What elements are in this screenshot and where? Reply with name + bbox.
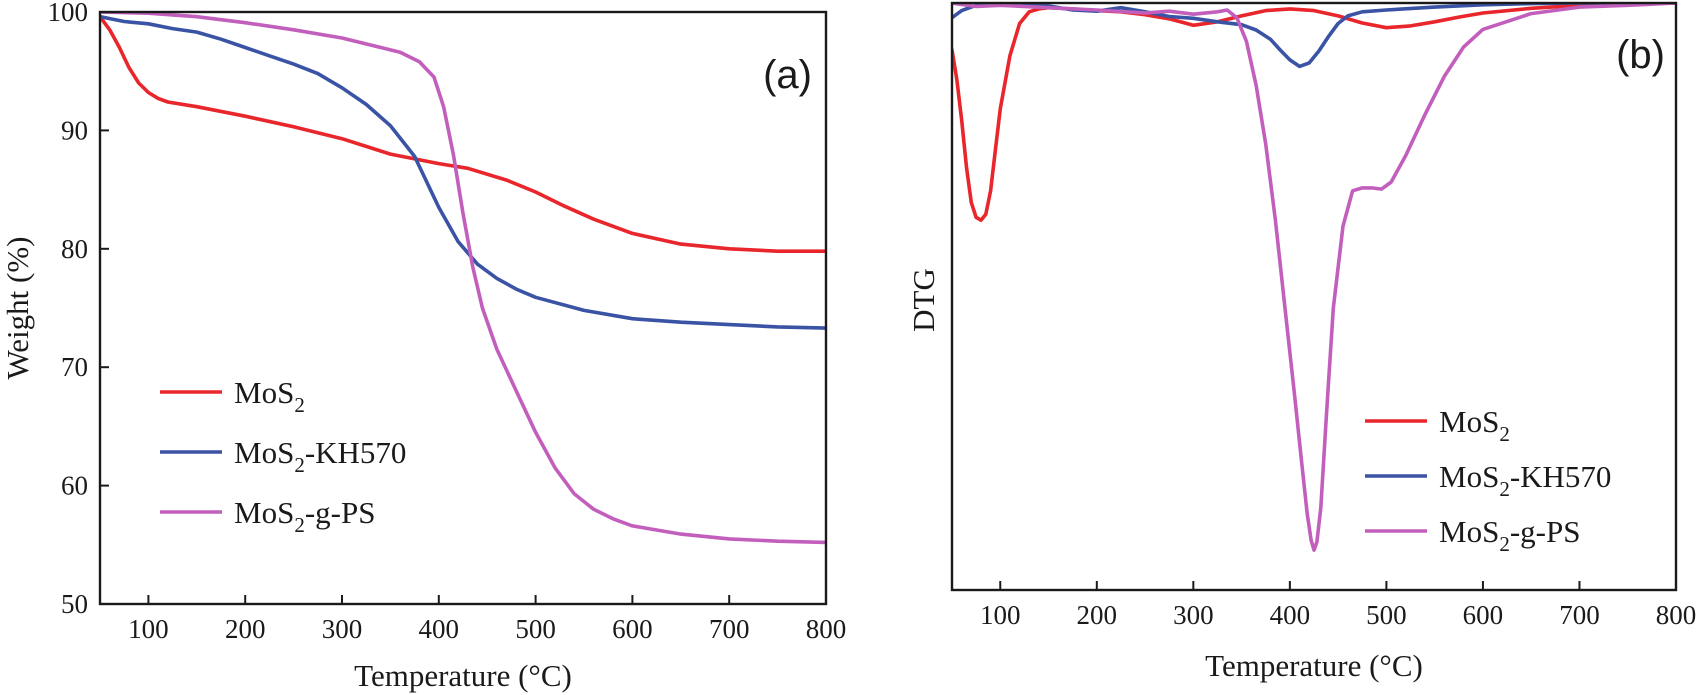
panel-a-legend-label-mos2-g-ps: MoS2-g-PS <box>234 495 375 537</box>
panel-b-chart: 100 200 300 400 500 600 700 800 Temperature (°C)… <box>906 1 1697 683</box>
panel-b-x-tick-label-100: 100 <box>980 600 1021 630</box>
panel-b-legend-label-mos2-kh570: MoS2-KH570 <box>1439 459 1611 501</box>
panel-b-x-tick-label-800: 800 <box>1656 600 1697 630</box>
panel-a-x-tick-label-500: 500 <box>515 614 556 644</box>
panel-b-legend-label-mos2-g-ps: MoS2-g-PS <box>1439 514 1580 556</box>
panel-a-y-tick-label-50: 50 <box>61 589 88 619</box>
panel-a-series-line-mos2-g-ps <box>100 12 826 545</box>
panel-a-y-tick-label-60: 60 <box>61 471 88 501</box>
panel-a-y-tick-label-100: 100 <box>48 0 89 27</box>
panel-a-x-tick-label-600: 600 <box>612 614 653 644</box>
panel-b-panel-label: (b) <box>1616 33 1665 77</box>
panel-a-y-tick-label-90: 90 <box>61 115 88 145</box>
panel-b-series-line-mos2-kh570 <box>952 3 1676 69</box>
panel-a-x-tick-label-400: 400 <box>419 614 460 644</box>
panel-b-x-tick-label-200: 200 <box>1077 600 1118 630</box>
panel-b-x-tick-label-700: 700 <box>1559 600 1600 630</box>
panel-a-chart: 100 200 300 400 500 600 700 800 50 60 70 80 90 100 Tem… <box>0 0 846 693</box>
panel-a-x-tick-label-800: 800 <box>806 614 847 644</box>
panel-a-legend: MoS2 MoS2-KH570 MoS2-g-PS <box>160 375 406 537</box>
panel-a-x-axis-title: Temperature (°C) <box>354 658 572 693</box>
panel-a-series-line-mos2-kh570 <box>100 14 826 330</box>
panel-a-y-axis-title: Weight (%) <box>0 237 35 380</box>
panel-a-x-tick-label-300: 300 <box>322 614 363 644</box>
panel-b-x-tick-label-300: 300 <box>1173 600 1214 630</box>
panel-b-legend: MoS2 MoS2-KH570 MoS2-g-PS <box>1365 404 1611 556</box>
panel-a-legend-label-mos2-kh570: MoS2-KH570 <box>234 435 406 477</box>
panel-b-plot-frame <box>950 1 1678 592</box>
panel-a-x-tick-label-700: 700 <box>709 614 750 644</box>
panel-a-x-tick-label-200: 200 <box>225 614 266 644</box>
panel-b-series-line-mos2 <box>952 3 1676 222</box>
panel-b-x-tick-label-600: 600 <box>1463 600 1504 630</box>
panel-b-x-axis-title: Temperature (°C) <box>1205 648 1423 683</box>
panel-a-y-tick-label-70: 70 <box>61 352 88 382</box>
panel-a-x-tick-label-100: 100 <box>128 614 169 644</box>
panel-a-y-tick-label-80: 80 <box>61 234 88 264</box>
panel-a-series-line-mos2 <box>100 14 826 253</box>
panel-b-legend-label-mos2: MoS2 <box>1439 404 1510 446</box>
panel-b-series-line-mos2-g-ps <box>952 3 1676 552</box>
panel-a-series-group <box>100 12 826 545</box>
panel-b-series-group <box>952 3 1676 552</box>
panel-a-legend-label-mos2: MoS2 <box>234 375 305 417</box>
panel-a-panel-label: (a) <box>763 53 812 97</box>
panel-b-y-axis-title: DTG <box>906 268 941 332</box>
panel-a-plot-frame <box>98 10 828 606</box>
panel-b-x-tick-label-400: 400 <box>1270 600 1311 630</box>
panel-b-x-tick-label-500: 500 <box>1366 600 1407 630</box>
